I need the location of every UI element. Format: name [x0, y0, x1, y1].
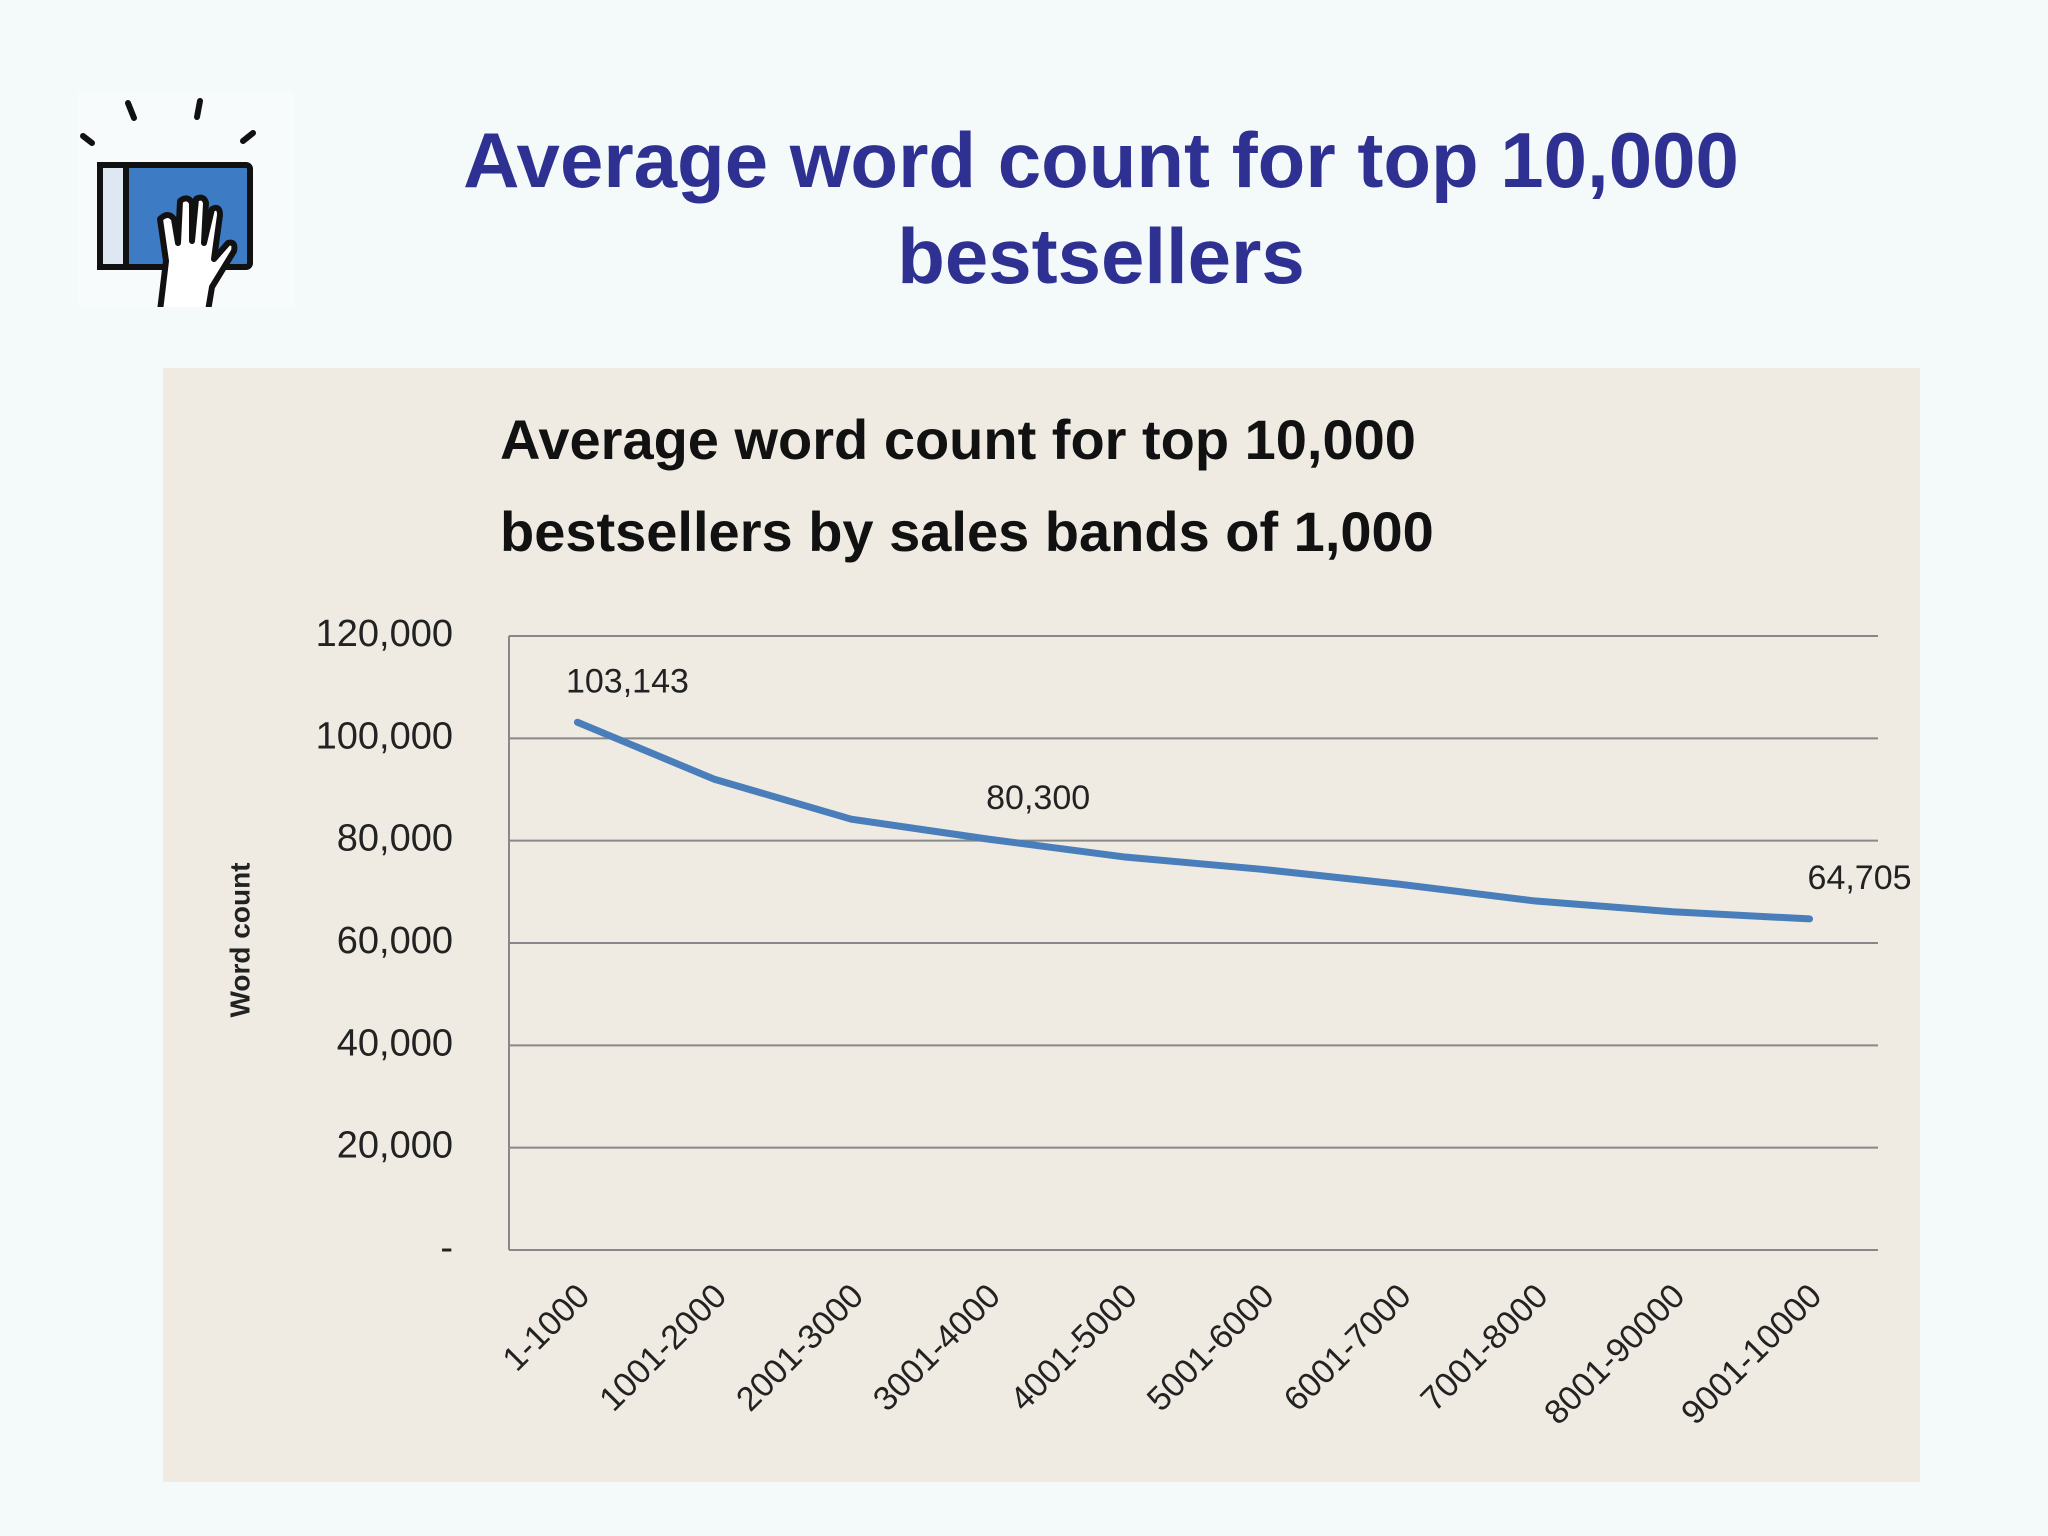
x-tick-label: 8001-90000 — [1537, 1277, 1692, 1432]
x-tick-label: 1001-2000 — [592, 1277, 734, 1419]
chart-title: Average word count for top 10,000 bestse… — [500, 408, 1434, 563]
y-tick-label: 60,000 — [337, 920, 453, 962]
x-tick-label: 2001-3000 — [729, 1277, 871, 1419]
x-tick-label: 5001-6000 — [1140, 1277, 1282, 1419]
y-tick-label: 40,000 — [337, 1022, 453, 1064]
x-tick-label: 7001-8000 — [1414, 1277, 1556, 1419]
slide-title: Average word count for top 10,000 bestse… — [463, 116, 1739, 300]
data-label: 103,143 — [566, 662, 689, 700]
x-tick-label: 1-1000 — [495, 1277, 597, 1379]
book-icon — [78, 91, 294, 307]
chart-panel — [163, 368, 1920, 1482]
y-tick-label: - — [440, 1227, 453, 1269]
data-label: 64,705 — [1808, 859, 1912, 897]
y-tick-label: 20,000 — [337, 1125, 453, 1167]
x-tick-label: 6001-7000 — [1277, 1277, 1419, 1419]
x-tick-label: 3001-4000 — [866, 1277, 1008, 1419]
x-tick-label: 9001-10000 — [1674, 1277, 1829, 1432]
line — [573, 718, 1814, 923]
y-tick-label: 100,000 — [316, 715, 453, 757]
x-tick-label: 4001-5000 — [1003, 1277, 1145, 1419]
y-tick-label: 120,000 — [316, 613, 453, 655]
y-axis-label: Word count — [224, 862, 255, 1017]
y-tick-label: 80,000 — [337, 818, 453, 860]
data-label: 80,300 — [986, 779, 1090, 817]
